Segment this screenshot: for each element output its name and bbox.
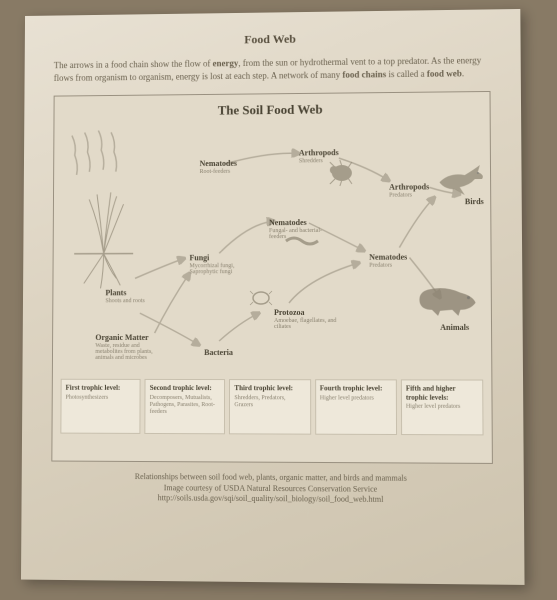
node-label: Nematodes <box>200 159 237 168</box>
caption-link: http://soils.usda.gov/sqi/soil_quality/s… <box>51 492 493 506</box>
trophic-title: Third trophic level: <box>234 384 305 393</box>
node-label: Arthropods <box>389 183 429 192</box>
node-sublabel: Fungal- and bacterial-feeders <box>269 228 339 240</box>
trophic-level-box: Second trophic level: Decomposers, Mutual… <box>145 379 226 434</box>
caption-block: Relationships between soil food web, pla… <box>51 472 493 506</box>
node-sublabel: Root-feeders <box>200 169 231 175</box>
node-label: Fungi <box>189 253 209 262</box>
trophic-body: Photosynthesizers <box>65 394 135 401</box>
trophic-body: Higher level predators <box>406 404 478 412</box>
trophic-level-box: Third trophic level: Shredders, Predators… <box>229 379 310 435</box>
trophic-title: Fourth trophic level: <box>320 384 392 393</box>
node-label: Plants <box>105 288 126 297</box>
node-sublabel: Shoots and roots <box>105 298 144 304</box>
trophic-level-box: Fourth trophic level: Higher level predat… <box>315 379 397 435</box>
trophic-title: Second trophic level: <box>150 384 221 393</box>
intro-paragraph: The arrows in a food chain show the flow… <box>54 54 491 84</box>
trophic-levels-row: First trophic level:PhotosynthesizersSec… <box>60 379 483 436</box>
node-label: Birds <box>465 197 484 206</box>
node-label: Animals <box>440 323 469 332</box>
node-sublabel: Waste, residue and metabolites from plan… <box>95 343 164 361</box>
node-label: Arthropods <box>299 148 339 157</box>
node-sublabel: Predators <box>369 263 392 269</box>
trophic-title: First trophic level: <box>66 384 136 393</box>
trophic-level-box: First trophic level:Photosynthesizers <box>60 379 140 434</box>
diagram-area: NematodesRoot-feedersArthropodsShredders… <box>61 122 483 373</box>
node-label: Nematodes <box>369 253 407 262</box>
trophic-body: Decomposers, Mutualists, Pathogens, Para… <box>150 395 221 417</box>
trophic-body: Higher level predators <box>320 395 392 402</box>
node-label: Organic Matter <box>95 333 148 342</box>
node-label: Protozoa <box>274 308 305 317</box>
worksheet-page: Food Web The arrows in a food chain show… <box>21 9 525 585</box>
node-sublabel: Mycorrhizal fungi, Saprophytic fungi <box>189 263 259 275</box>
trophic-body: Shredders, Predators, Grazers <box>234 395 305 410</box>
diagram-title: The Soil Food Web <box>62 100 481 120</box>
node-label: Nematodes <box>269 218 307 227</box>
page-title: Food Web <box>54 29 490 49</box>
trophic-level-box: Fifth and higher trophic levels: Higher l… <box>401 380 484 436</box>
node-sublabel: Predators <box>389 193 412 199</box>
trophic-title: Fifth and higher trophic levels: <box>406 385 478 402</box>
node-sublabel: Amoebae, flagellates, and ciliates <box>274 318 344 330</box>
node-label: Bacteria <box>204 348 233 357</box>
node-sublabel: Shredders <box>299 158 323 164</box>
diagram-container: The Soil Food Web <box>51 91 493 464</box>
